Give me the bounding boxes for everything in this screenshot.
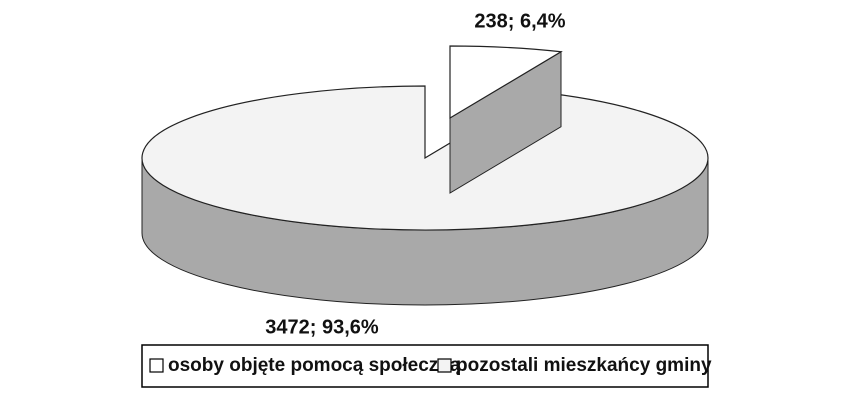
legend-box xyxy=(141,344,709,388)
slice xyxy=(449,45,563,120)
legend-label: osoby objęte pomocą społeczną xyxy=(168,355,461,376)
slice xyxy=(141,85,709,231)
legend-label: pozostali mieszkańcy gminy xyxy=(456,355,712,376)
data-label: 238; 6,4% xyxy=(474,10,565,32)
legend-swatch xyxy=(437,358,452,373)
data-label: 3472; 93,6% xyxy=(265,316,379,338)
legend-swatch xyxy=(149,358,164,373)
